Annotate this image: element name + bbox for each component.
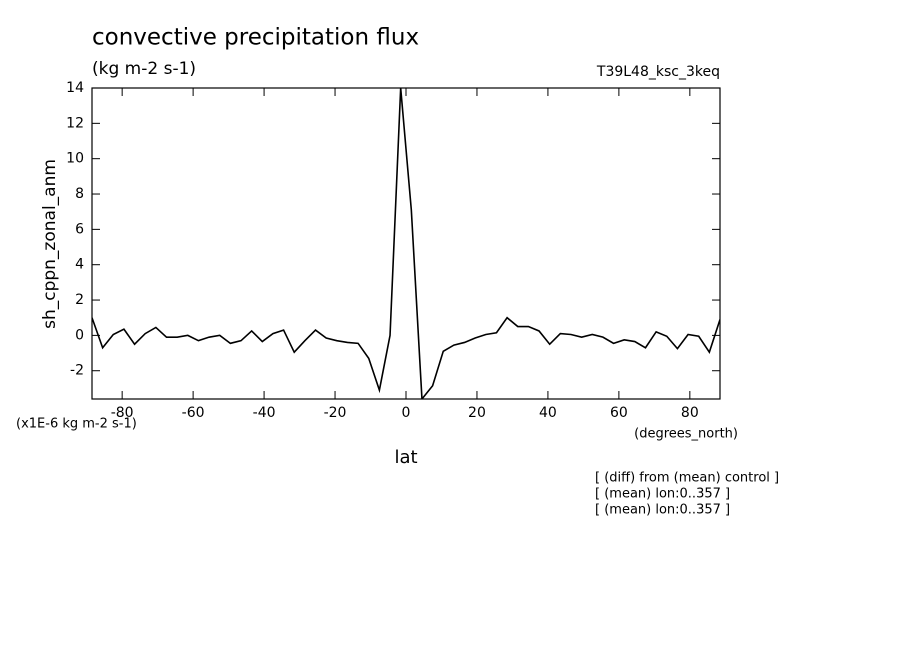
y-tick-label: 0 <box>75 327 84 343</box>
x-tick-label: -40 <box>253 405 276 421</box>
y-tick-label: 14 <box>66 80 84 96</box>
x-axis-label: lat <box>394 447 417 468</box>
x-tick-label: 0 <box>402 405 411 421</box>
x-tick-label: 20 <box>468 405 486 421</box>
y-tick-label: 6 <box>75 221 84 237</box>
y-tick-label: -2 <box>70 363 84 379</box>
x-tick-label: -20 <box>324 405 347 421</box>
data-line <box>92 88 720 399</box>
note: [ (diff) from (mean) control ] <box>595 471 779 486</box>
x-tick-label: -80 <box>111 405 134 421</box>
note: [ (mean) lon:0..357 ] <box>595 487 730 502</box>
y-axis-label: sh_cppn_zonal_anm <box>40 159 60 329</box>
x-tick-label: 40 <box>539 405 557 421</box>
note: [ (mean) lon:0..357 ] <box>595 503 730 518</box>
y-units: (x1E-6 kg m-2 s-1) <box>16 417 137 432</box>
y-tick-label: 8 <box>75 186 84 202</box>
y-tick-label: 12 <box>66 115 84 131</box>
x-tick-label: -60 <box>182 405 205 421</box>
y-tick-label: 10 <box>66 151 84 167</box>
chart-title: convective precipitation flux <box>92 25 419 51</box>
y-tick-label: 4 <box>75 257 84 273</box>
x-tick-label: 80 <box>681 405 699 421</box>
x-units: (degrees_north) <box>634 427 738 442</box>
x-tick-label: 60 <box>610 405 628 421</box>
y-tick-label: 2 <box>75 292 84 308</box>
subtitle: (kg m-2 s-1) <box>92 59 196 79</box>
run-label: T39L48_ksc_3keq <box>596 64 720 80</box>
